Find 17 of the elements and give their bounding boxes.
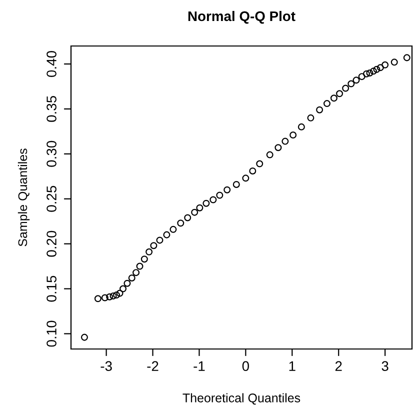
- x-tick-label: -1: [194, 361, 205, 371]
- x-tick-label: -2: [147, 361, 158, 371]
- x-tick-label: 3: [382, 361, 388, 372]
- y-axis-title: Sample Quantiles: [18, 148, 30, 246]
- y-tick-label: 0.25: [46, 186, 56, 212]
- x-tick-label: 1: [289, 361, 296, 371]
- x-tick-label: -3: [100, 361, 112, 372]
- y-tick-label: 0.20: [46, 230, 56, 257]
- y-tick-label: 0.35: [46, 96, 56, 122]
- y-tick-label: 0.10: [46, 320, 56, 347]
- y-tick-label: 0.40: [46, 51, 56, 77]
- x-axis-title: Theoretical Quantiles: [182, 393, 300, 405]
- y-tick-label: 0.15: [46, 276, 56, 302]
- x-tick-label: 2: [335, 361, 342, 371]
- y-tick-label: 0.30: [46, 140, 56, 167]
- chart-title: Normal Q-Q Plot: [188, 10, 296, 24]
- x-tick-label: 0: [242, 361, 249, 372]
